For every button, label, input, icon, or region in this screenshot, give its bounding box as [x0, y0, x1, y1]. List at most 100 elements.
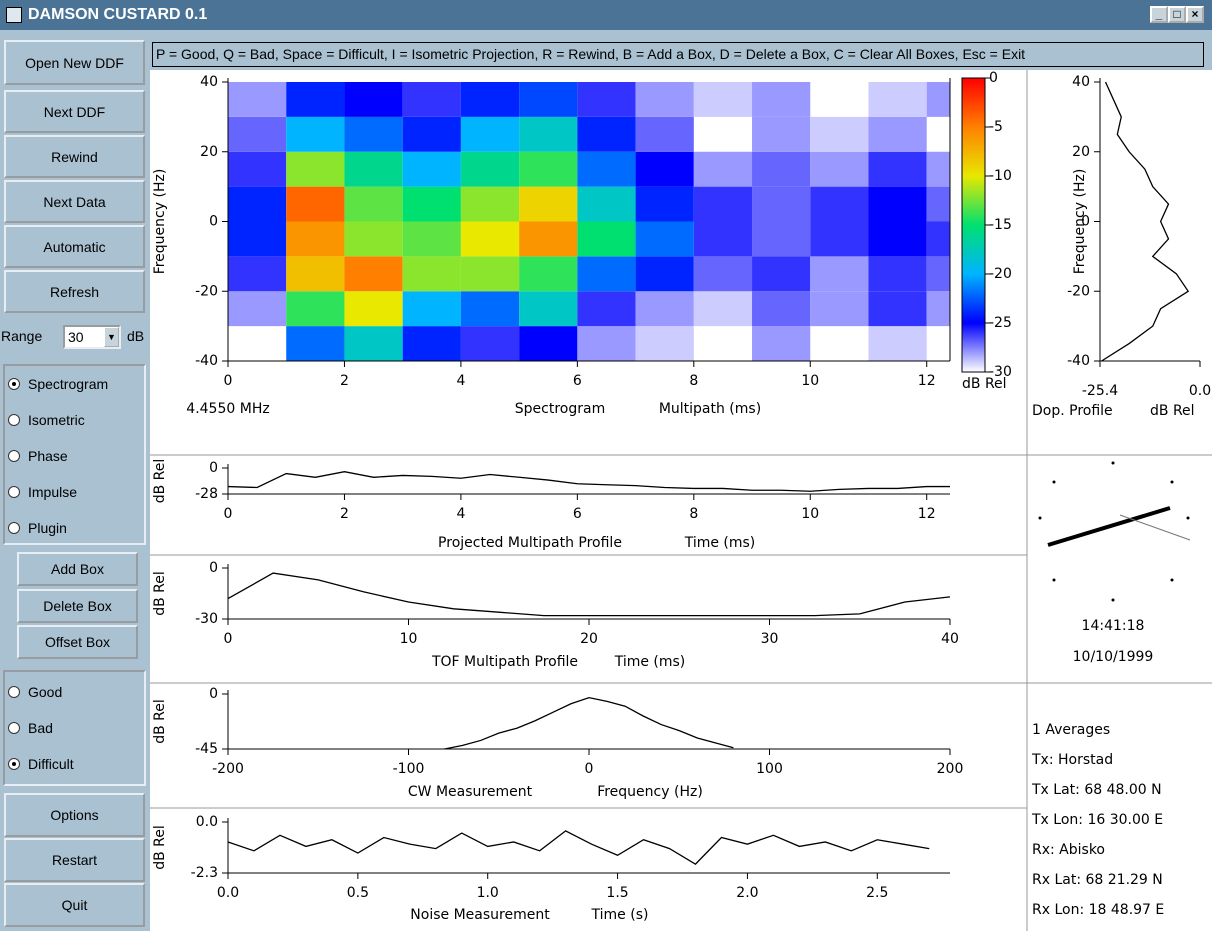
heat-cell [577, 326, 636, 361]
x-tick-label: -100 [393, 761, 425, 777]
title-bar: DAMSON CUSTARD 0.1 _ □ × [0, 0, 1212, 30]
radio-dot[interactable] [8, 486, 20, 498]
radio-dot[interactable] [8, 686, 20, 698]
radio-dot[interactable] [8, 378, 20, 390]
heat-cell [693, 256, 753, 292]
x-tick-label: 0.0 [217, 885, 239, 901]
x-tick-label: 6 [573, 373, 582, 389]
radio-option[interactable]: Spectrogram [8, 376, 108, 392]
y-tick-label: -40 [1067, 353, 1090, 369]
x-tick-label: 40 [941, 631, 959, 647]
x-tick-label: 1.0 [477, 885, 499, 901]
y-tick-label: -2.3 [191, 865, 218, 881]
button[interactable]: Automatic [4, 225, 145, 268]
y-axis-label: dB Rel [152, 571, 168, 616]
clock-dot [1052, 578, 1056, 582]
clock-dot [1052, 480, 1056, 484]
chart-title: CW Measurement [408, 784, 533, 800]
radio-option[interactable]: Impulse [8, 484, 77, 500]
heat-cell [519, 256, 578, 292]
radio-option[interactable]: Difficult [8, 756, 74, 772]
button[interactable]: Add Box [17, 552, 138, 586]
radio-option[interactable]: Phase [8, 448, 68, 464]
heat-cell [228, 291, 287, 327]
heat-cell [460, 151, 520, 187]
chart-title: Noise Measurement [410, 907, 550, 923]
heat-cell [693, 186, 753, 222]
y-tick-label: 40 [1072, 74, 1090, 90]
x-tick-label: 10 [801, 373, 819, 389]
window-title: DAMSON CUSTARD 0.1 [28, 6, 208, 23]
radio-option[interactable]: Bad [8, 720, 53, 736]
button[interactable]: Next Data [4, 180, 145, 223]
radio-option[interactable]: Good [8, 684, 62, 700]
info-line: Tx Lat: 68 48.00 N [1031, 782, 1162, 798]
info-line: Rx Lon: 18 48.97 E [1032, 902, 1164, 918]
heat-cell [228, 256, 287, 292]
x-tick-label: 6 [573, 506, 582, 522]
colorbar-tick-label: -5 [989, 119, 1003, 135]
button[interactable]: Quit [4, 883, 145, 927]
heat-cell [286, 256, 345, 292]
close-button[interactable]: × [1186, 6, 1204, 23]
clock-dot [1186, 516, 1190, 520]
heat-cell [752, 291, 811, 327]
button[interactable]: Rewind [4, 135, 145, 178]
colorbar-tick-label: -25 [989, 315, 1012, 331]
radio-dot[interactable] [8, 522, 20, 534]
heat-cell [402, 256, 461, 292]
profile-line [227, 572, 951, 617]
heat-cell [519, 116, 578, 152]
heat-cell [693, 151, 753, 187]
profile-line [227, 830, 930, 865]
heat-cell [693, 82, 753, 117]
heat-cell [286, 291, 345, 327]
heat-cell [752, 256, 811, 292]
radio-option[interactable]: Plugin [8, 520, 67, 536]
help-bar: P = Good, Q = Bad, Space = Difficult, I … [152, 42, 1204, 67]
heat-cell [635, 186, 694, 222]
heat-cell [577, 82, 636, 117]
heat-cell [344, 151, 403, 187]
button[interactable]: Delete Box [17, 589, 138, 623]
heat-cell [344, 256, 403, 292]
heat-cell [460, 116, 520, 152]
x-tick-label: 100 [756, 761, 783, 777]
heat-cell [228, 82, 287, 117]
radio-label: Bad [28, 720, 53, 736]
button[interactable]: Options [4, 793, 145, 837]
heat-cell [460, 82, 520, 117]
heat-cell [460, 221, 520, 257]
heat-cell [868, 291, 927, 327]
radio-dot[interactable] [8, 414, 20, 426]
heat-cell [402, 82, 461, 117]
radio-option[interactable]: Isometric [8, 412, 85, 428]
y-tick-label: 0 [209, 460, 218, 476]
button[interactable]: Open New DDF [4, 40, 145, 85]
radio-dot[interactable] [8, 722, 20, 734]
radio-dot[interactable] [8, 758, 20, 770]
maximize-button[interactable]: □ [1168, 6, 1186, 23]
quality-group [3, 670, 146, 786]
chart-title: Dop. Profile [1032, 403, 1113, 419]
button[interactable]: Offset Box [17, 625, 138, 659]
heat-cell [344, 221, 403, 257]
heat-cell [519, 186, 578, 222]
x-tick-label: 0 [224, 373, 233, 389]
dropdown-arrow[interactable]: ▼ [104, 327, 119, 347]
info-line: 1 Averages [1032, 722, 1110, 738]
y-tick-label: 0 [209, 560, 218, 576]
heat-cell [402, 116, 461, 152]
y-axis-label: Frequency (Hz) [1072, 169, 1088, 275]
button[interactable]: Refresh [4, 270, 145, 313]
radio-label: Plugin [28, 520, 67, 536]
button[interactable]: Restart [4, 838, 145, 882]
radio-dot[interactable] [8, 450, 20, 462]
heat-cell [228, 186, 287, 222]
x-tick-label: 0.0 [1189, 383, 1211, 399]
button[interactable]: Next DDF [4, 90, 145, 133]
x-axis-label: Time (ms) [614, 654, 686, 670]
minimize-button[interactable]: _ [1150, 6, 1168, 23]
y-tick-label: 0 [209, 214, 218, 230]
